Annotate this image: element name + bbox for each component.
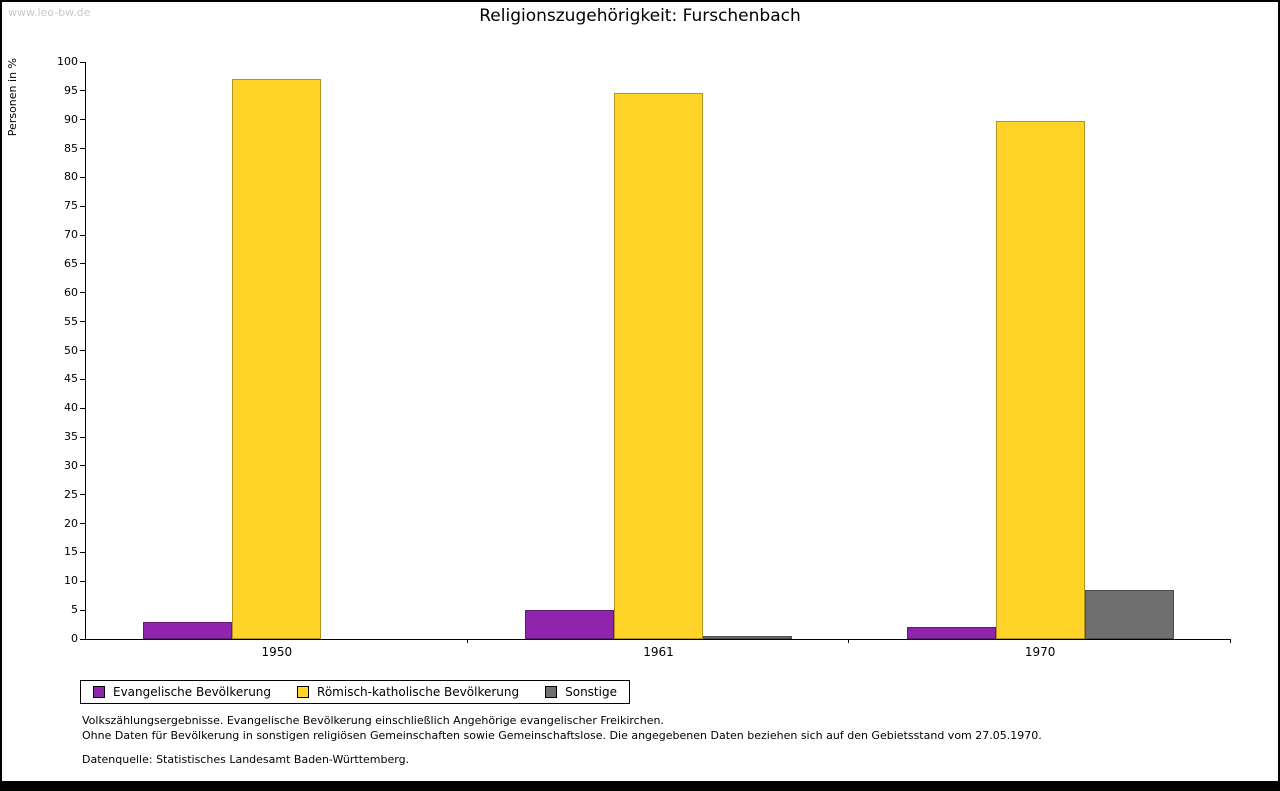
y-tick-label: 90 xyxy=(64,112,78,126)
footnote-line-2: Ohne Daten für Bevölkerung in sonstigen … xyxy=(82,728,1042,742)
y-tick-mark xyxy=(80,321,85,323)
y-tick-mark xyxy=(80,609,85,611)
y-tick-mark xyxy=(80,465,85,467)
bar-1970-0 xyxy=(906,627,996,639)
y-tick-mark xyxy=(80,523,85,525)
y-tick-mark xyxy=(80,407,85,409)
y-tick-mark xyxy=(80,90,85,92)
y-tick-label: 20 xyxy=(64,516,78,530)
y-tick-mark xyxy=(80,580,85,582)
y-tick-label: 95 xyxy=(64,83,78,97)
bar-1970-1 xyxy=(995,121,1085,639)
y-tick-label: 100 xyxy=(57,55,78,68)
y-tick-mark xyxy=(80,148,85,150)
x-tick-label: 1950 xyxy=(261,645,293,659)
legend-label: Sonstige xyxy=(565,685,617,699)
y-tick-mark xyxy=(80,119,85,121)
y-tick-label: 60 xyxy=(64,285,78,299)
y-tick-mark xyxy=(80,263,85,265)
legend-item-1: Römisch-katholische Bevölkerung xyxy=(297,685,519,699)
legend-label: Evangelische Bevölkerung xyxy=(113,685,272,699)
y-tick-mark xyxy=(80,494,85,496)
legend-swatch-icon xyxy=(545,686,558,698)
y-axis-title: Personen in % xyxy=(6,58,19,137)
watermark: www.leo-bw.de xyxy=(8,6,91,19)
y-tick-label: 15 xyxy=(64,545,78,559)
legend-label: Römisch-katholische Bevölkerung xyxy=(317,685,520,699)
y-tick-label: 40 xyxy=(64,401,78,415)
y-tick-label: 75 xyxy=(64,199,78,213)
x-tick-label: 1961 xyxy=(643,645,674,659)
y-tick-mark xyxy=(80,350,85,351)
y-tick-label: 25 xyxy=(64,487,78,501)
bar-1961-2 xyxy=(703,635,792,639)
legend-item-0: Evangelische Bevölkerung xyxy=(93,685,271,699)
y-tick-label: 85 xyxy=(64,141,78,155)
bar-1961-1 xyxy=(614,92,703,639)
x-tick-mark xyxy=(466,639,468,643)
y-tick-label: 45 xyxy=(64,372,78,386)
bar-1950-1 xyxy=(232,79,322,639)
y-tick-label: 80 xyxy=(64,170,78,184)
y-tick-mark xyxy=(80,205,85,207)
chart-title: Religionszugehörigkeit: Furschenbach xyxy=(479,6,801,26)
y-tick-mark xyxy=(80,638,85,640)
y-tick-label: 65 xyxy=(64,256,78,270)
plot-area: 0 5 10 15 20 25 30 35 40 45 50 55 60 65 70 75 80 85 90 95 10… xyxy=(57,55,1231,659)
bar-1970-2 xyxy=(1084,589,1174,639)
y-tick-label: 50 xyxy=(64,343,78,357)
y-tick-label: 55 xyxy=(64,314,78,328)
legend-item-2: Sonstige xyxy=(545,685,617,699)
x-tick-mark xyxy=(1230,639,1231,643)
bar-1950-0 xyxy=(143,621,233,639)
y-tick-label: 70 xyxy=(64,228,78,242)
y-tick-mark xyxy=(80,378,85,380)
y-tick-mark xyxy=(80,436,85,438)
footnote-line-1: Volkszählungsergebnisse. Evangelische Be… xyxy=(82,714,664,727)
legend-swatch-icon xyxy=(93,686,105,698)
y-tick-label: 30 xyxy=(64,458,78,472)
y-tick-label: 0 xyxy=(71,632,78,645)
x-tick-mark xyxy=(848,639,850,643)
y-tick-mark xyxy=(80,61,85,63)
y-tick-mark xyxy=(80,176,85,178)
y-tick-mark xyxy=(80,292,85,294)
footnotes: Volkszählungsergebnisse. Evangelische Be… xyxy=(82,714,1042,768)
y-tick-label: 35 xyxy=(64,430,78,444)
y-tick-label: 5 xyxy=(71,603,78,617)
x-tick-label: 1970 xyxy=(1024,645,1056,659)
footnote-source: Datenquelle: Statistisches Landesamt Bad… xyxy=(82,752,410,766)
y-tick-mark xyxy=(80,234,85,236)
legend-swatch-icon xyxy=(297,686,310,698)
y-tick-label: 10 xyxy=(64,574,78,588)
y-tick-mark xyxy=(80,551,85,553)
legend: Evangelische Bevölkerung Römisch-katholis… xyxy=(80,680,630,704)
bar-1961-0 xyxy=(525,610,614,639)
